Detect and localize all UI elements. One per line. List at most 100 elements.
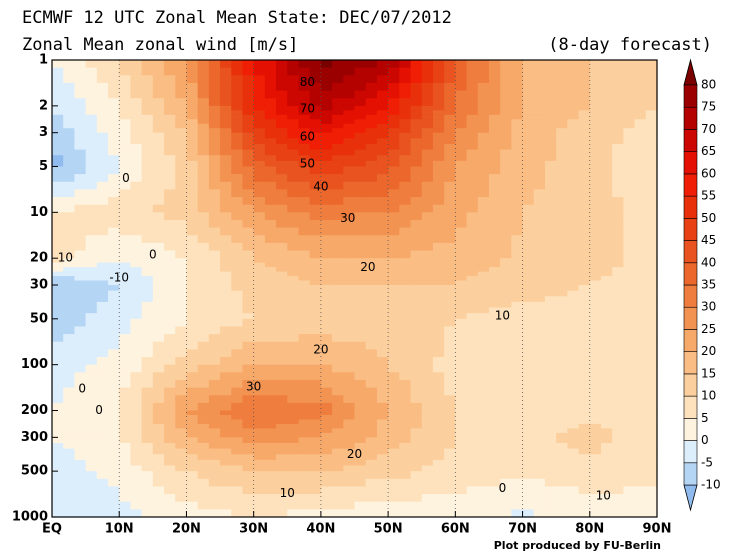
field-cell bbox=[264, 414, 277, 421]
field-cell bbox=[298, 471, 311, 480]
field-cell bbox=[253, 478, 266, 488]
field-cell bbox=[152, 478, 165, 488]
field-cell bbox=[634, 123, 647, 129]
field-cell bbox=[208, 301, 221, 309]
field-cell bbox=[242, 334, 255, 343]
field-cell bbox=[388, 465, 400, 472]
field-cell bbox=[208, 119, 221, 125]
field-cell bbox=[276, 307, 288, 314]
field-cell bbox=[96, 75, 109, 84]
field-cell bbox=[500, 432, 512, 438]
field-cell bbox=[589, 189, 602, 198]
field-cell bbox=[332, 98, 344, 107]
field-cell bbox=[220, 414, 232, 421]
field-cell bbox=[556, 395, 568, 404]
colorbar-label: 0 bbox=[701, 433, 709, 447]
field-cell bbox=[186, 75, 199, 84]
field-cell bbox=[567, 262, 580, 268]
field-cell bbox=[186, 432, 199, 438]
field-cell bbox=[533, 313, 546, 320]
field-cell bbox=[410, 486, 423, 495]
field-cell bbox=[276, 98, 288, 107]
field-cell bbox=[63, 334, 76, 343]
field-cell bbox=[477, 98, 490, 107]
field-cell bbox=[376, 341, 389, 350]
field-cell bbox=[141, 395, 154, 404]
field-cell bbox=[264, 166, 277, 175]
field-cell bbox=[533, 143, 546, 151]
field-cell bbox=[600, 448, 613, 455]
field-cell bbox=[63, 174, 76, 183]
field-cell bbox=[309, 414, 322, 421]
field-cell bbox=[231, 387, 244, 396]
field-cell bbox=[85, 98, 98, 107]
field-cell bbox=[634, 509, 647, 518]
field-cell bbox=[522, 387, 535, 396]
field-cell bbox=[612, 90, 624, 99]
field-cell bbox=[623, 212, 636, 221]
field-cell bbox=[231, 349, 244, 358]
field-cell bbox=[320, 465, 333, 472]
field-cell bbox=[276, 419, 288, 425]
field-cell bbox=[522, 60, 535, 69]
field-cell bbox=[186, 242, 199, 252]
field-cell bbox=[645, 149, 658, 156]
field-cell bbox=[264, 448, 277, 455]
field-cell bbox=[410, 419, 423, 425]
field-cell bbox=[432, 235, 445, 244]
field-cell bbox=[220, 428, 232, 434]
field-cell bbox=[488, 258, 501, 264]
field-cell bbox=[488, 105, 501, 111]
field-cell bbox=[444, 372, 456, 381]
field-cell bbox=[522, 414, 535, 421]
field-cell bbox=[343, 410, 356, 416]
field-cell bbox=[253, 437, 266, 444]
field-cell bbox=[522, 280, 535, 286]
field-cell bbox=[556, 174, 568, 183]
field-cell bbox=[455, 364, 468, 373]
field-cell bbox=[488, 276, 501, 282]
field-cell bbox=[85, 110, 98, 116]
field-cell bbox=[320, 60, 333, 69]
field-cell bbox=[388, 437, 400, 444]
field-cell bbox=[410, 138, 423, 145]
field-cell bbox=[108, 454, 120, 461]
field-cell bbox=[388, 166, 400, 175]
field-cell bbox=[332, 454, 344, 461]
field-cell bbox=[533, 98, 546, 107]
field-cell bbox=[589, 486, 602, 495]
field-cell bbox=[600, 296, 613, 303]
field-cell bbox=[320, 334, 333, 343]
field-cell bbox=[119, 285, 132, 292]
field-cell bbox=[253, 212, 266, 221]
field-cell bbox=[152, 280, 165, 286]
field-cell bbox=[287, 212, 300, 221]
field-cell bbox=[309, 149, 322, 156]
field-cell bbox=[141, 334, 154, 343]
field-cell bbox=[600, 149, 613, 156]
field-cell bbox=[276, 258, 288, 264]
field-cell bbox=[96, 181, 109, 191]
field-cell bbox=[365, 212, 378, 221]
field-cell bbox=[320, 494, 333, 503]
field-cell bbox=[399, 372, 412, 381]
field-cell bbox=[645, 212, 658, 221]
field-cell bbox=[231, 478, 244, 488]
field-cell bbox=[600, 110, 613, 116]
colorbar-segment bbox=[683, 195, 698, 219]
field-cell bbox=[477, 155, 490, 162]
field-cell bbox=[589, 143, 602, 151]
field-cell bbox=[544, 138, 557, 145]
field-cell bbox=[466, 271, 479, 277]
field-cell bbox=[152, 227, 165, 236]
field-cell bbox=[589, 494, 602, 503]
field-cell bbox=[634, 98, 647, 107]
field-cell bbox=[309, 235, 322, 244]
field-cell bbox=[309, 174, 322, 183]
field-cell bbox=[343, 138, 356, 145]
field-cell bbox=[276, 60, 288, 69]
field-cell bbox=[466, 402, 479, 412]
x-tick-label: 30N bbox=[239, 522, 268, 537]
field-cell bbox=[455, 280, 468, 286]
field-cell bbox=[298, 219, 311, 229]
